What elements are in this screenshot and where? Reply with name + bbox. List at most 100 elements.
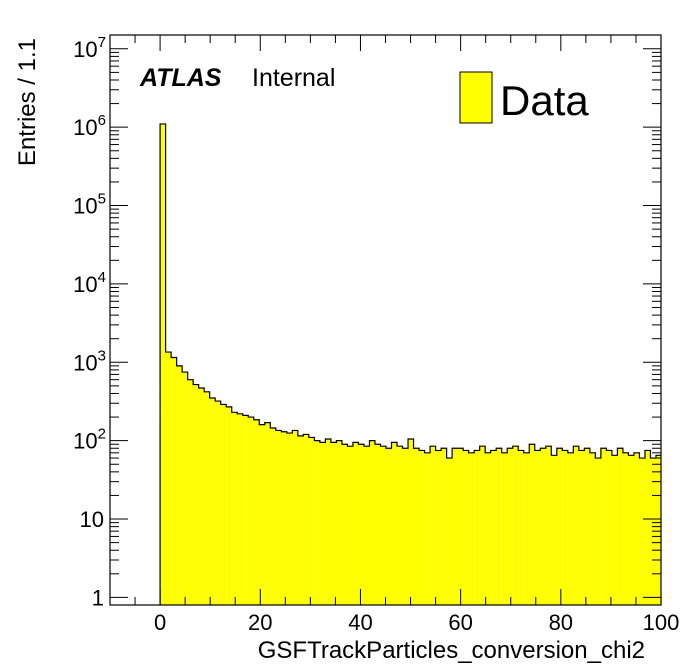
histogram-bar [424, 452, 431, 605]
labels-layer: 0 20 40 60 80 100 1 10 102 103 104 105 106 107 [73, 34, 679, 635]
histogram-bar [523, 452, 530, 605]
x-tick-label: 100 [643, 610, 680, 635]
histogram-bar [363, 446, 370, 605]
histogram-bar [330, 442, 337, 605]
histogram-bar [490, 450, 497, 605]
histogram-bar [507, 448, 513, 605]
histogram-bar [308, 437, 315, 605]
x-tick-label: 20 [248, 610, 272, 635]
y-tick-label: 10 [80, 507, 104, 532]
histogram-bar [534, 450, 541, 605]
histogram-bar [270, 428, 276, 605]
histogram-bar [336, 440, 342, 605]
histogram-bar [540, 448, 546, 605]
histogram-bar [259, 424, 265, 605]
histogram-bar [325, 439, 331, 605]
histogram-bar [391, 442, 398, 605]
histogram-bar [474, 450, 480, 605]
histogram-bar [209, 398, 216, 605]
histogram-bar [556, 448, 563, 605]
y-tick-label: 105 [73, 191, 106, 219]
histogram-bar [573, 446, 579, 605]
histogram-bar [633, 452, 640, 605]
histogram-bar [468, 452, 475, 605]
histogram-bar [303, 434, 309, 605]
histogram-bar [622, 452, 629, 605]
x-tick-label: 60 [448, 610, 472, 635]
histogram-bar [545, 446, 552, 605]
histogram-bar [187, 379, 194, 605]
histogram-bar [275, 430, 282, 605]
histogram-bar [562, 450, 568, 605]
y-tick-label: 104 [73, 269, 106, 297]
histogram-bar [567, 452, 574, 605]
histogram-bar [220, 404, 227, 605]
histogram-bar [639, 458, 645, 605]
histogram-bar [430, 446, 436, 605]
histogram-bar [644, 450, 651, 605]
y-tick-label: 102 [73, 426, 106, 454]
histogram-bar [204, 391, 210, 605]
histogram-outline [159, 123, 661, 605]
histogram-bar [397, 446, 403, 605]
x-tick-label: 40 [348, 610, 372, 635]
histogram-bar [479, 446, 486, 605]
histogram-bar [176, 365, 183, 605]
histogram-bar [264, 422, 271, 605]
histogram-bar [374, 444, 381, 605]
y-axis-title: Entries / 1.1 [14, 38, 41, 166]
histogram-bar [529, 444, 535, 605]
histogram-bar [358, 444, 364, 605]
axes-layer [109, 34, 662, 606]
histogram-bar [231, 412, 238, 605]
histogram-bar [248, 417, 254, 605]
histogram-bar [286, 433, 293, 605]
histogram-bar [595, 458, 601, 605]
y-tick-label: 1 [92, 585, 104, 610]
histogram-bar [518, 450, 524, 605]
histogram-layer [159, 123, 661, 606]
histogram-bar [452, 448, 458, 605]
histogram-bar [314, 440, 320, 605]
histogram-bar [589, 452, 596, 605]
y-tick-label: 107 [73, 34, 106, 62]
histogram-bar [606, 450, 612, 605]
histogram-bar [160, 123, 166, 606]
histogram-bar [226, 406, 232, 605]
legend-swatch-data [459, 71, 493, 124]
histogram-bar [413, 448, 420, 605]
histogram-bar [496, 448, 502, 605]
histogram-bar [352, 442, 359, 605]
x-axis-title: GSFTrackParticles_conversion_chi2 [258, 637, 645, 664]
histogram-bar [297, 435, 304, 605]
x-tick-label: 80 [549, 610, 573, 635]
histogram-bar [380, 446, 386, 605]
histogram-bar [347, 446, 353, 605]
atlas-bold-label: ATLAS [139, 64, 222, 92]
histogram-bar [193, 384, 199, 605]
histogram-bar [237, 413, 243, 605]
histogram-bar [457, 448, 464, 605]
histogram-bar [435, 450, 442, 605]
histogram-bar [369, 440, 375, 605]
histogram-bar [408, 439, 414, 605]
histogram-bar [600, 448, 607, 605]
histogram-bar [419, 450, 425, 605]
histogram-bar [485, 452, 491, 605]
histogram-bar [281, 431, 287, 605]
histogram-bar [386, 448, 392, 605]
y-tick-label: 106 [73, 112, 106, 140]
legend-label-data: Data [500, 77, 589, 124]
histogram-bar [628, 455, 634, 605]
histogram-bar [584, 448, 590, 605]
x-tick-label: 0 [154, 610, 166, 635]
histogram-bar [171, 357, 177, 605]
histogram-bar [165, 352, 172, 605]
histogram-bar [319, 442, 326, 605]
histogram-bar [441, 448, 447, 605]
histogram-bar [402, 448, 409, 605]
histogram-bar [242, 415, 249, 605]
histogram-bar [215, 401, 221, 605]
histogram-bar [292, 430, 298, 605]
